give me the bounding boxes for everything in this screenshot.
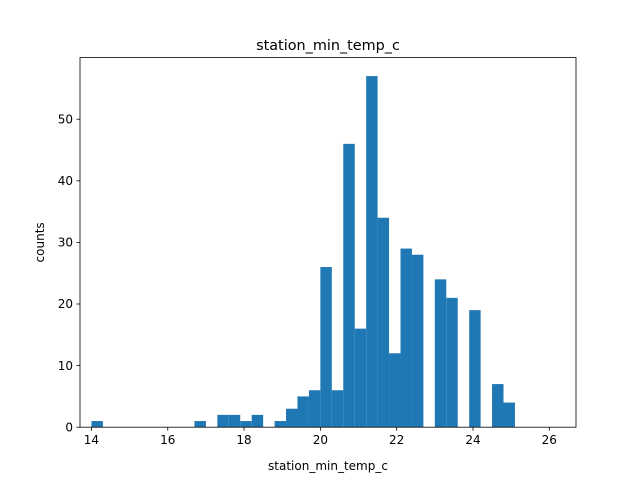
histogram-bar [446, 297, 458, 428]
chart-title: station_min_temp_c [256, 38, 400, 54]
y-tick-label: 50 [58, 112, 73, 126]
histogram-bar [503, 402, 515, 428]
histogram-bar [297, 396, 309, 428]
y-tick-label: 20 [58, 297, 73, 311]
histogram-bar [320, 267, 332, 428]
histogram-bar [217, 414, 229, 428]
histogram-bar [343, 143, 355, 428]
histogram-bar [194, 421, 206, 428]
histogram-bar [400, 248, 412, 428]
x-tick-label: 14 [84, 433, 99, 447]
histogram-bar [492, 384, 504, 428]
x-tick-label: 20 [313, 433, 328, 447]
histogram-bar [331, 390, 344, 428]
x-tick-label: 24 [465, 433, 480, 447]
histogram-bar [469, 310, 481, 428]
histogram-bar [274, 421, 287, 428]
y-tick-label: 10 [58, 359, 73, 373]
y-tick-label: 40 [58, 174, 73, 188]
x-tick-label: 16 [160, 433, 175, 447]
histogram-bar [240, 421, 252, 428]
histogram-bar [286, 408, 298, 428]
histogram-bar [251, 414, 264, 428]
histogram-bar [91, 421, 103, 428]
histogram-bar [228, 414, 241, 428]
y-axis-label: counts [33, 222, 47, 262]
y-tick-label: 30 [58, 236, 73, 250]
x-axis-ticks: 14 16 18 20 22 24 26 [84, 427, 557, 447]
x-axis-label: station_min_temp_c [268, 459, 388, 473]
y-axis-ticks: 0 10 20 30 40 50 [58, 112, 80, 434]
histogram-bar [389, 353, 401, 428]
histogram-bar [434, 279, 447, 428]
histogram-bar [377, 217, 390, 428]
histogram-bar [366, 76, 378, 428]
x-tick-label: 26 [542, 433, 557, 447]
bars-group [91, 76, 515, 428]
x-tick-label: 22 [389, 433, 404, 447]
histogram-bar [354, 328, 367, 428]
histogram-bar [308, 390, 321, 428]
y-tick-label: 0 [65, 420, 73, 434]
histogram-bar [411, 254, 424, 428]
x-tick-label: 18 [236, 433, 251, 447]
